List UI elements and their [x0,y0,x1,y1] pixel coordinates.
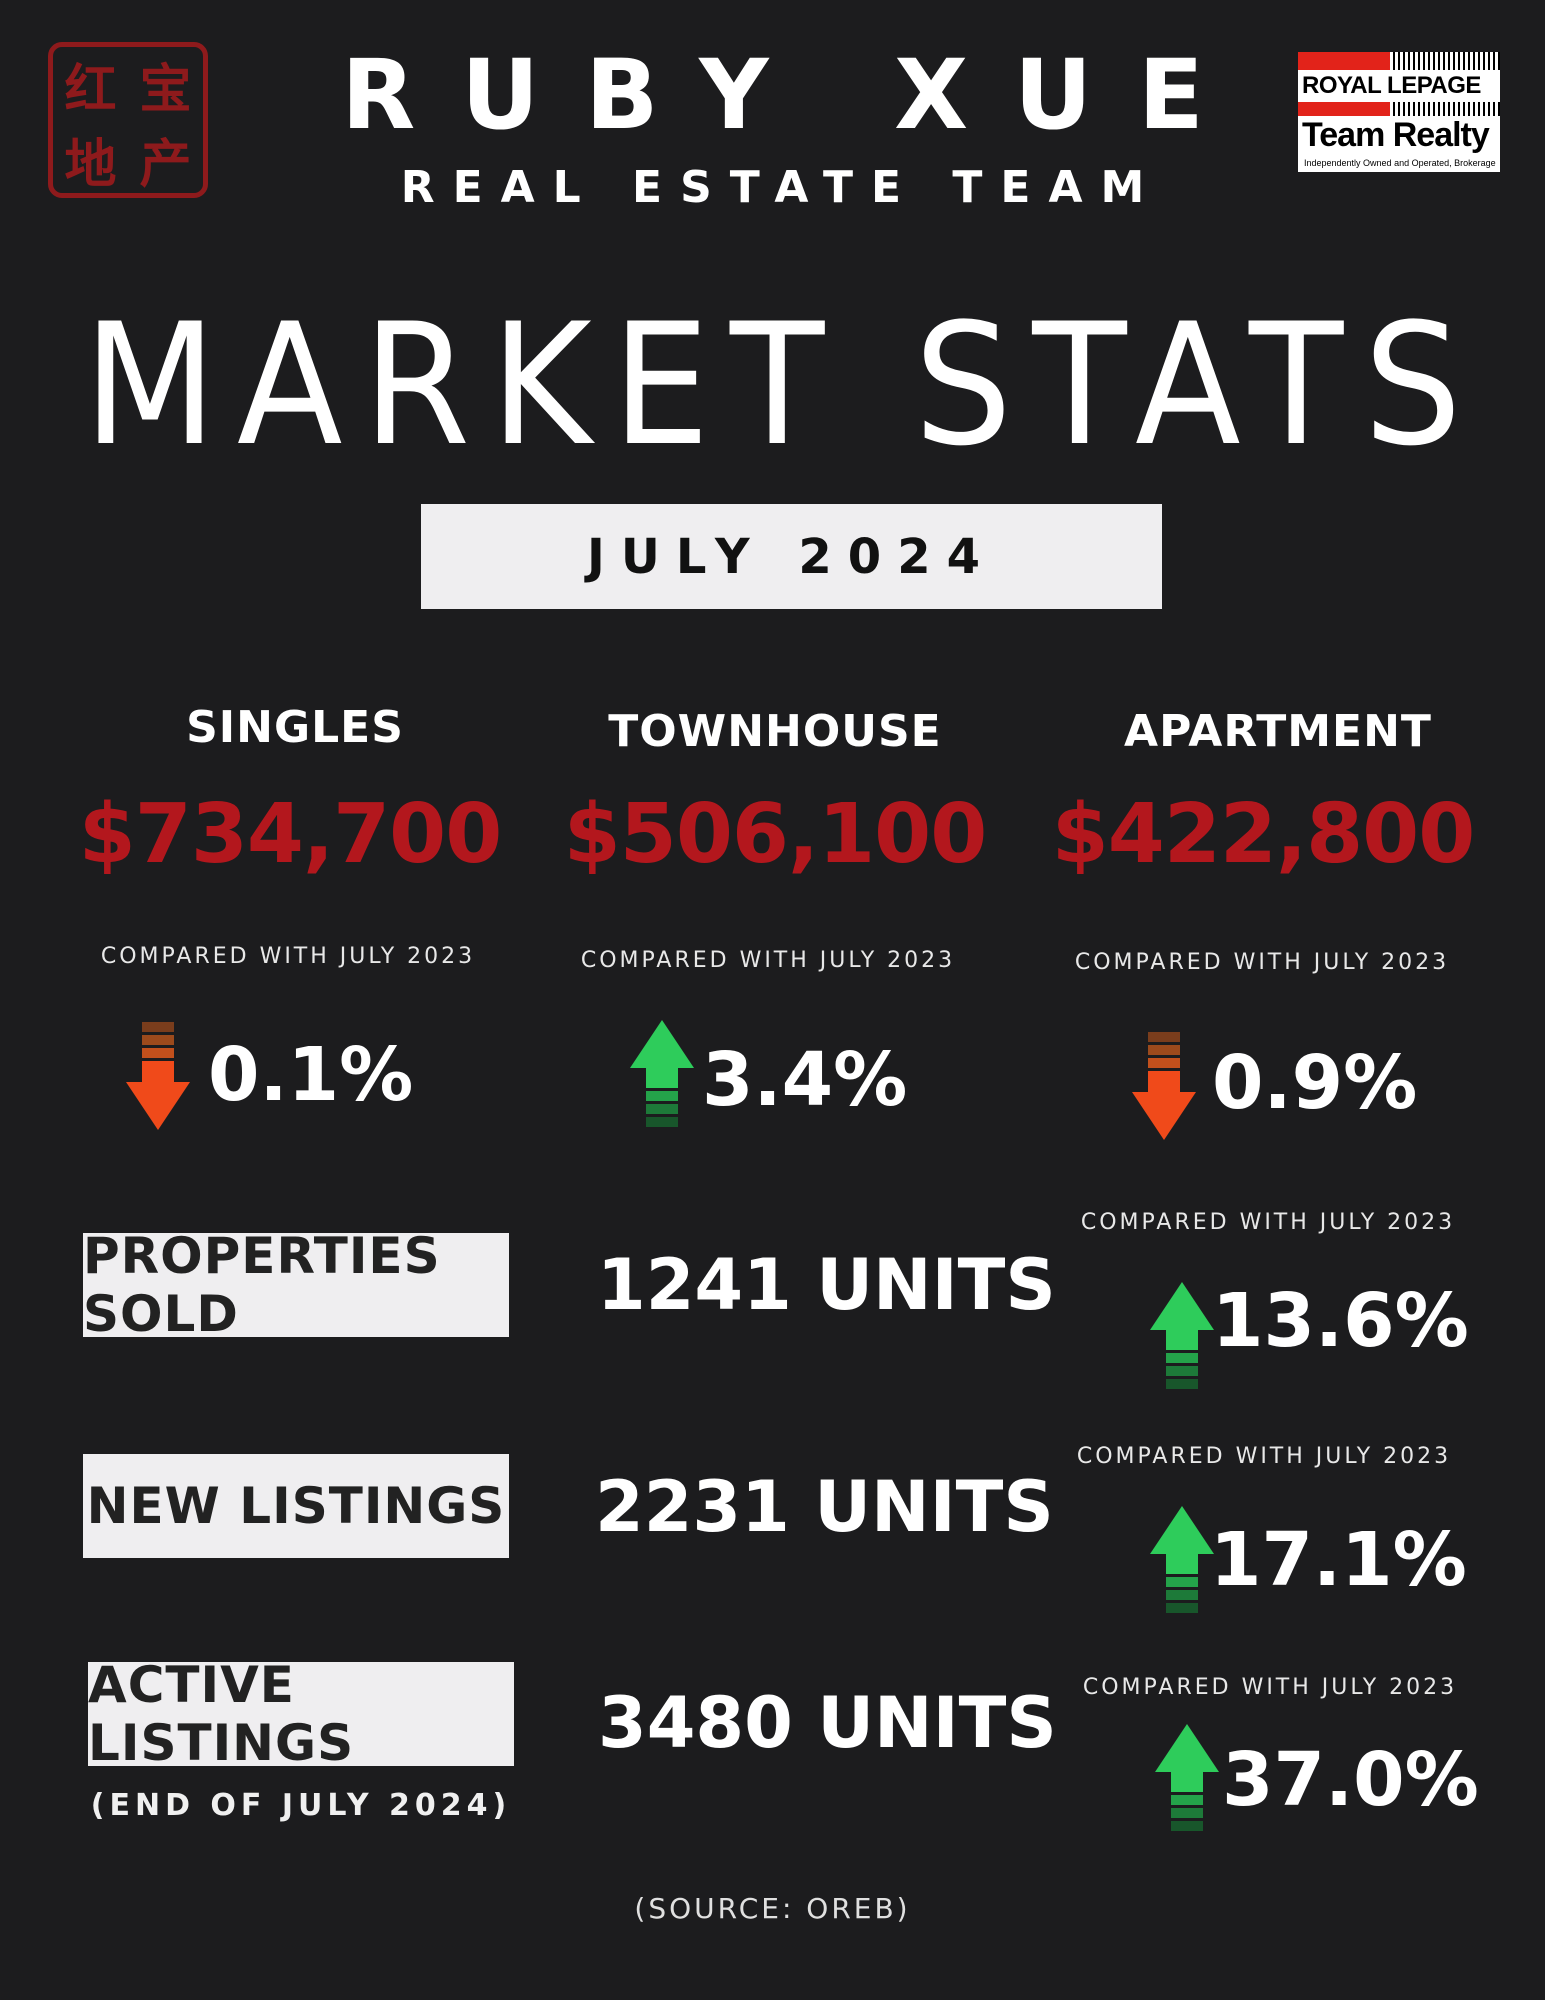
royal-lepage-logo: ROYAL LEPAGE Team Realty Independently O… [1298,52,1500,172]
category-label-townhouse: TOWNHOUSE [608,706,942,757]
metric-label-new-listings: NEW LISTINGS [86,1477,506,1535]
seal-char: 宝 [139,59,192,120]
metric-label-box: ACTIVE LISTINGS [88,1656,514,1772]
compare-note-properties-sold: COMPARED WITH JULY 2023 [1080,1210,1456,1235]
metric-label-active-listings: ACTIVE LISTINGS [88,1656,355,1772]
price-townhouse: $506,100 [563,787,988,882]
up-arrow-icon [1150,1282,1214,1389]
price-singles: $734,700 [78,787,503,882]
compare-note-singles: COMPARED WITH JULY 2023 [100,944,476,969]
change-new-listings: 17.1% [1210,1517,1467,1603]
price-apartment: $422,800 [1051,787,1476,882]
seal-char: 红 [64,59,117,120]
up-arrow-icon [630,1020,694,1127]
compare-note-townhouse: COMPARED WITH JULY 2023 [580,948,956,973]
change-apartment: 0.9% [1212,1040,1418,1126]
metric-note-active-listings: (END OF JULY 2024) [90,1788,512,1823]
seal-char: 产 [139,134,192,195]
compare-note-new-listings: COMPARED WITH JULY 2023 [1076,1444,1452,1469]
seal-char: 地 [64,134,117,195]
page-title: MARKET STATS [83,287,1482,483]
logo-line3: Independently Owned and Operated, Broker… [1304,158,1496,168]
change-active-listings: 37.0% [1222,1737,1479,1823]
period-badge: JULY 2024 [421,504,1162,609]
period-label: JULY 2024 [586,528,996,585]
source-note: (SOURCE: OREB) [634,1892,911,1925]
metric-label-properties-sold: PROPERTIES SOLD [83,1227,441,1343]
down-arrow-icon [126,1022,190,1130]
category-label-singles: SINGLES [186,702,404,753]
up-arrow-icon [1150,1506,1214,1613]
logo-stripe [1298,52,1500,70]
down-arrow-icon [1132,1032,1196,1140]
brand-name: RUBY XUE [341,39,1250,151]
metric-label-box: NEW LISTINGS [83,1454,509,1558]
category-label-apartment: APARTMENT [1124,706,1432,757]
logo-line2: Team Realty [1302,116,1490,154]
metric-units-properties-sold: 1241 UNITS [597,1244,1056,1326]
compare-note-active-listings: COMPARED WITH JULY 2023 [1082,1675,1458,1700]
change-singles: 0.1% [208,1032,414,1118]
compare-note-apartment: COMPARED WITH JULY 2023 [1074,950,1450,975]
metric-label-box: PROPERTIES SOLD [83,1227,509,1343]
change-townhouse: 3.4% [702,1037,908,1123]
brand-subtitle: REAL ESTATE TEAM [400,162,1163,213]
metric-units-active-listings: 3480 UNITS [598,1682,1057,1764]
up-arrow-icon [1155,1724,1219,1831]
metric-units-new-listings: 2231 UNITS [595,1466,1054,1548]
change-properties-sold: 13.6% [1212,1278,1469,1364]
chinese-seal-logo: 红 宝 地 产 [48,42,208,198]
logo-line1: ROYAL LEPAGE [1302,72,1481,99]
logo-stripe [1298,102,1500,116]
